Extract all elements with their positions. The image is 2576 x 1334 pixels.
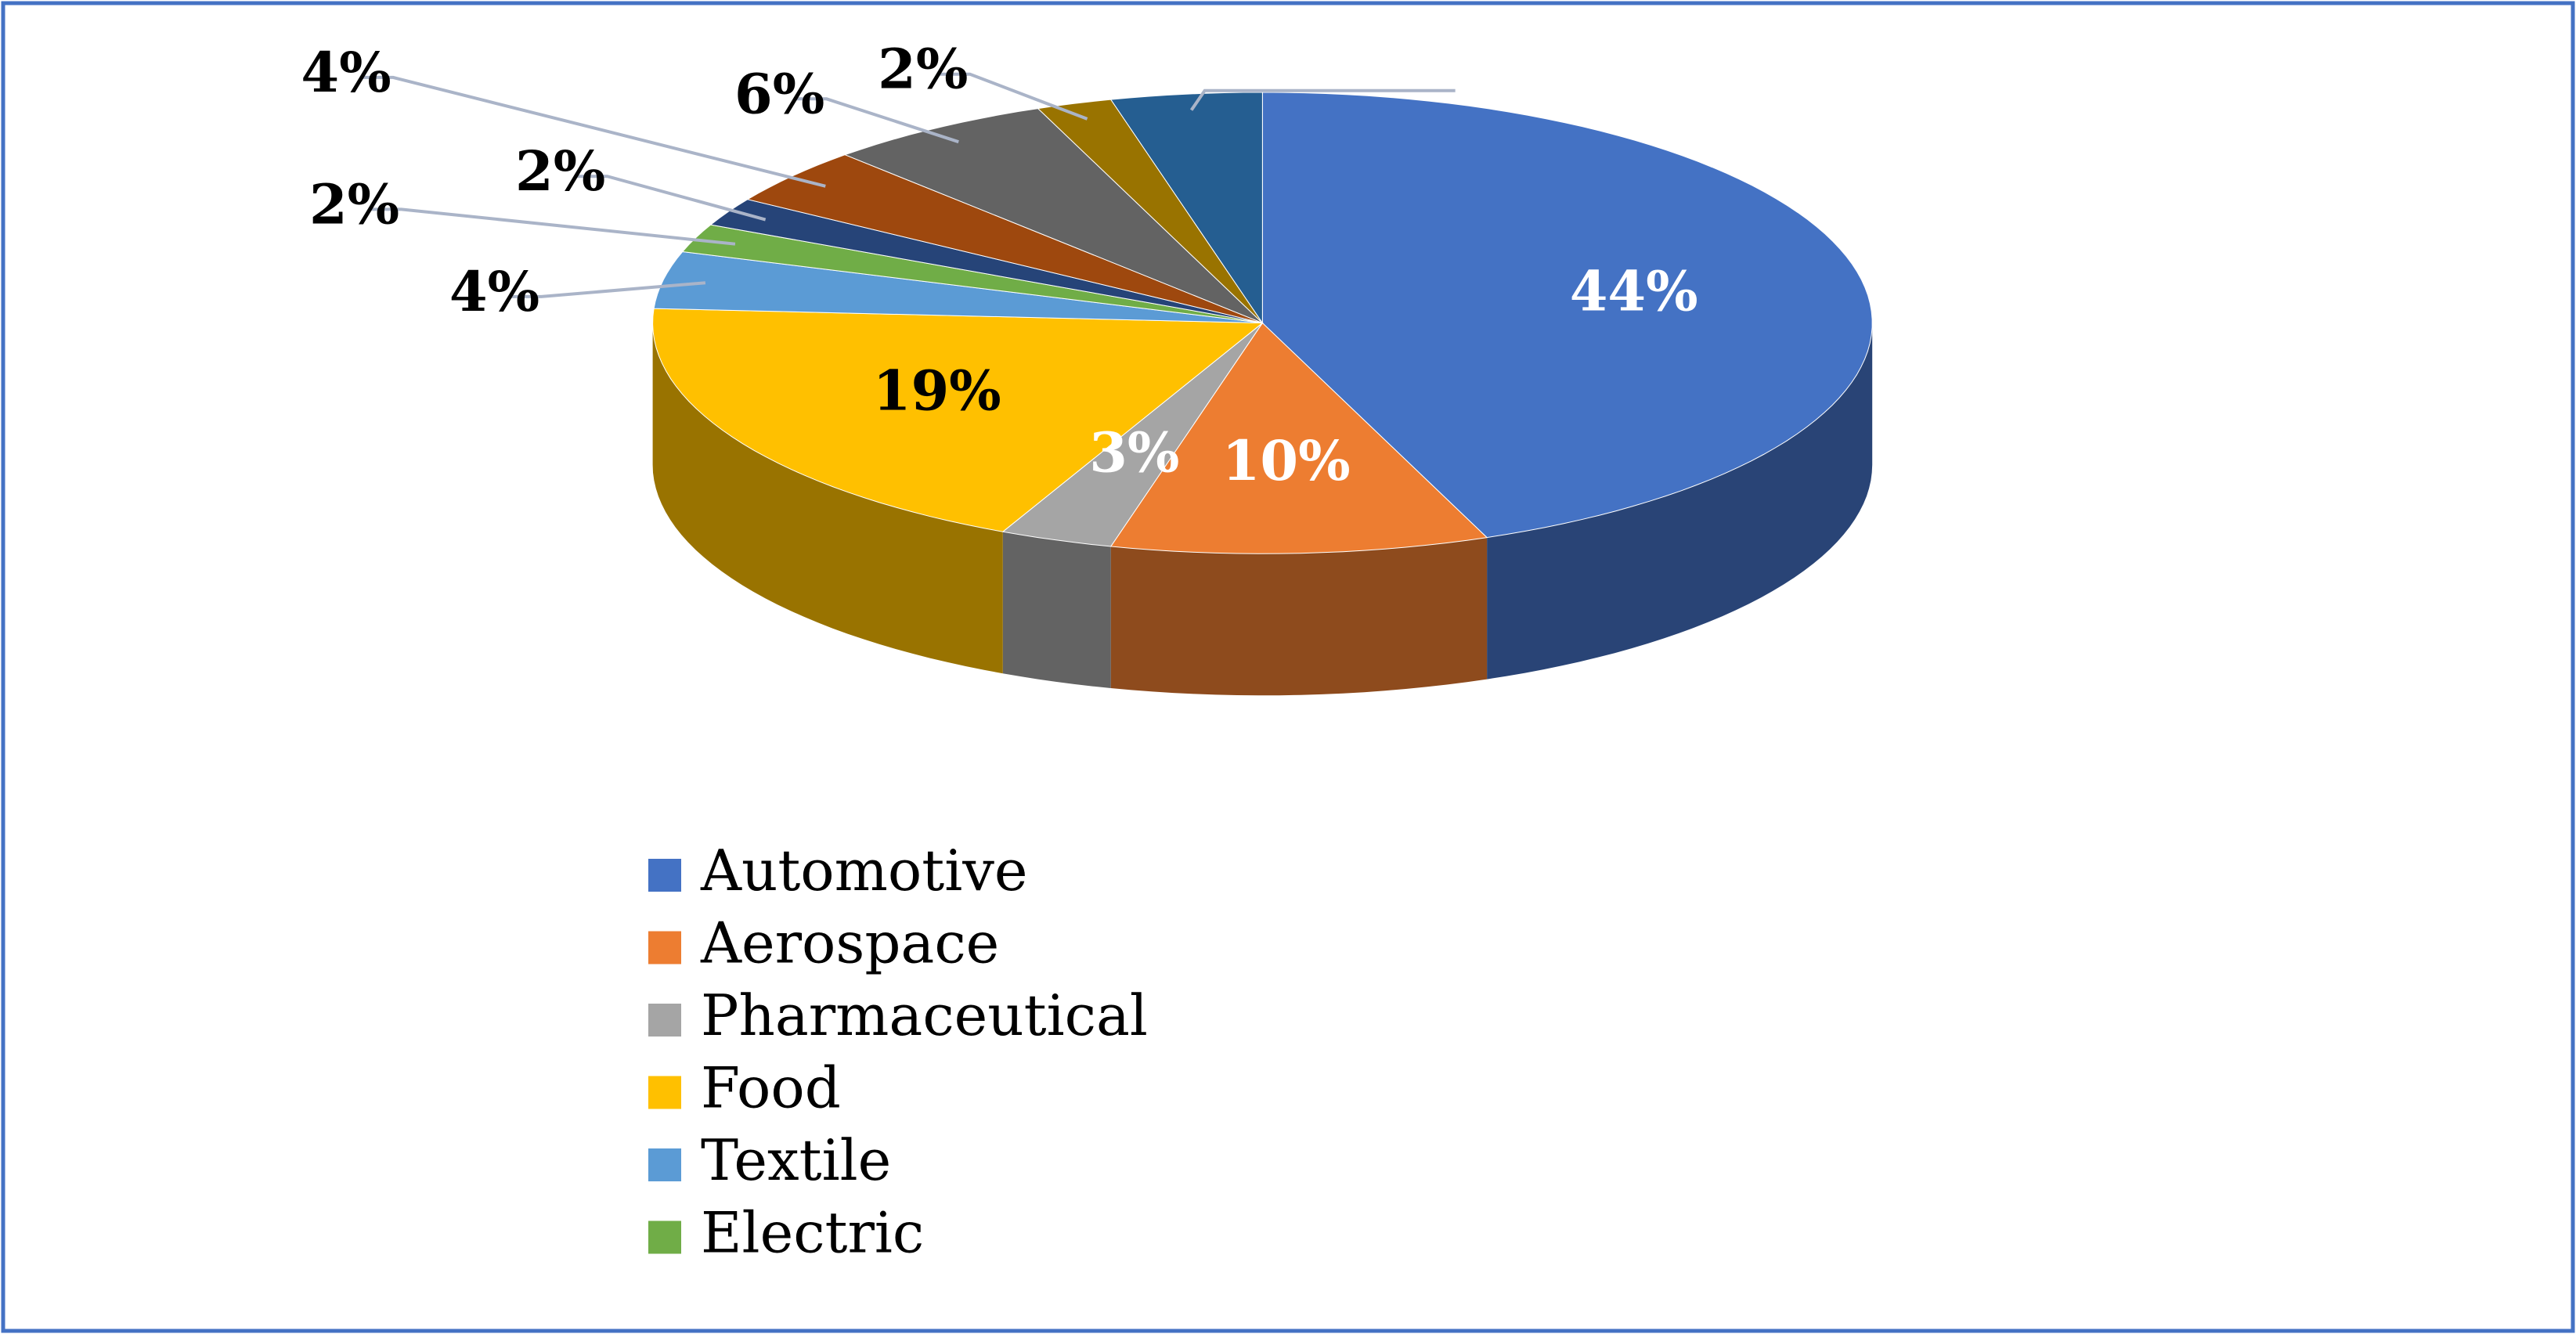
leader-line (370, 207, 736, 246)
legend-label: Automotive (700, 838, 1028, 903)
slice (652, 308, 1264, 532)
slice (843, 108, 1263, 324)
legend-label: Textile (701, 1127, 891, 1193)
legend-swatch (648, 1004, 681, 1037)
legend-swatch (648, 859, 681, 892)
data-label: 2% (515, 139, 605, 204)
leader-line (510, 281, 706, 298)
legend-label: Electric (701, 1200, 924, 1266)
data-label: 19% (873, 359, 1001, 424)
data-label: 44% (1570, 258, 1698, 323)
legend-label: Aerospace (700, 910, 999, 976)
data-label: 10% (1222, 428, 1351, 493)
leader-line (795, 97, 959, 144)
slice (1109, 92, 1263, 325)
slice-side (1002, 532, 1111, 688)
slice (653, 251, 1263, 324)
slice-side (1110, 537, 1488, 696)
legend-label: Pharmaceutical (701, 982, 1148, 1048)
data-label: 2% (878, 37, 968, 102)
legend-label: Food (701, 1055, 841, 1121)
data-label: 4% (449, 259, 539, 324)
legend-swatch (648, 1076, 681, 1109)
slice (1261, 92, 1873, 539)
slice-side (1487, 323, 1873, 680)
slice (746, 154, 1263, 324)
data-label: 6% (734, 61, 824, 126)
leader-line (362, 75, 826, 188)
legend-swatch (648, 1148, 681, 1181)
data-label: 2% (309, 171, 399, 236)
data-label: 3% (1089, 420, 1179, 485)
slice (1109, 322, 1488, 554)
leader-line (575, 175, 767, 222)
slice-side (652, 323, 1003, 674)
data-label: 4% (301, 40, 391, 105)
legend-swatch (648, 931, 681, 964)
slice (1001, 323, 1263, 547)
legend-swatch (648, 1220, 681, 1254)
leader-line (1189, 88, 1456, 111)
leader-line (938, 72, 1088, 121)
